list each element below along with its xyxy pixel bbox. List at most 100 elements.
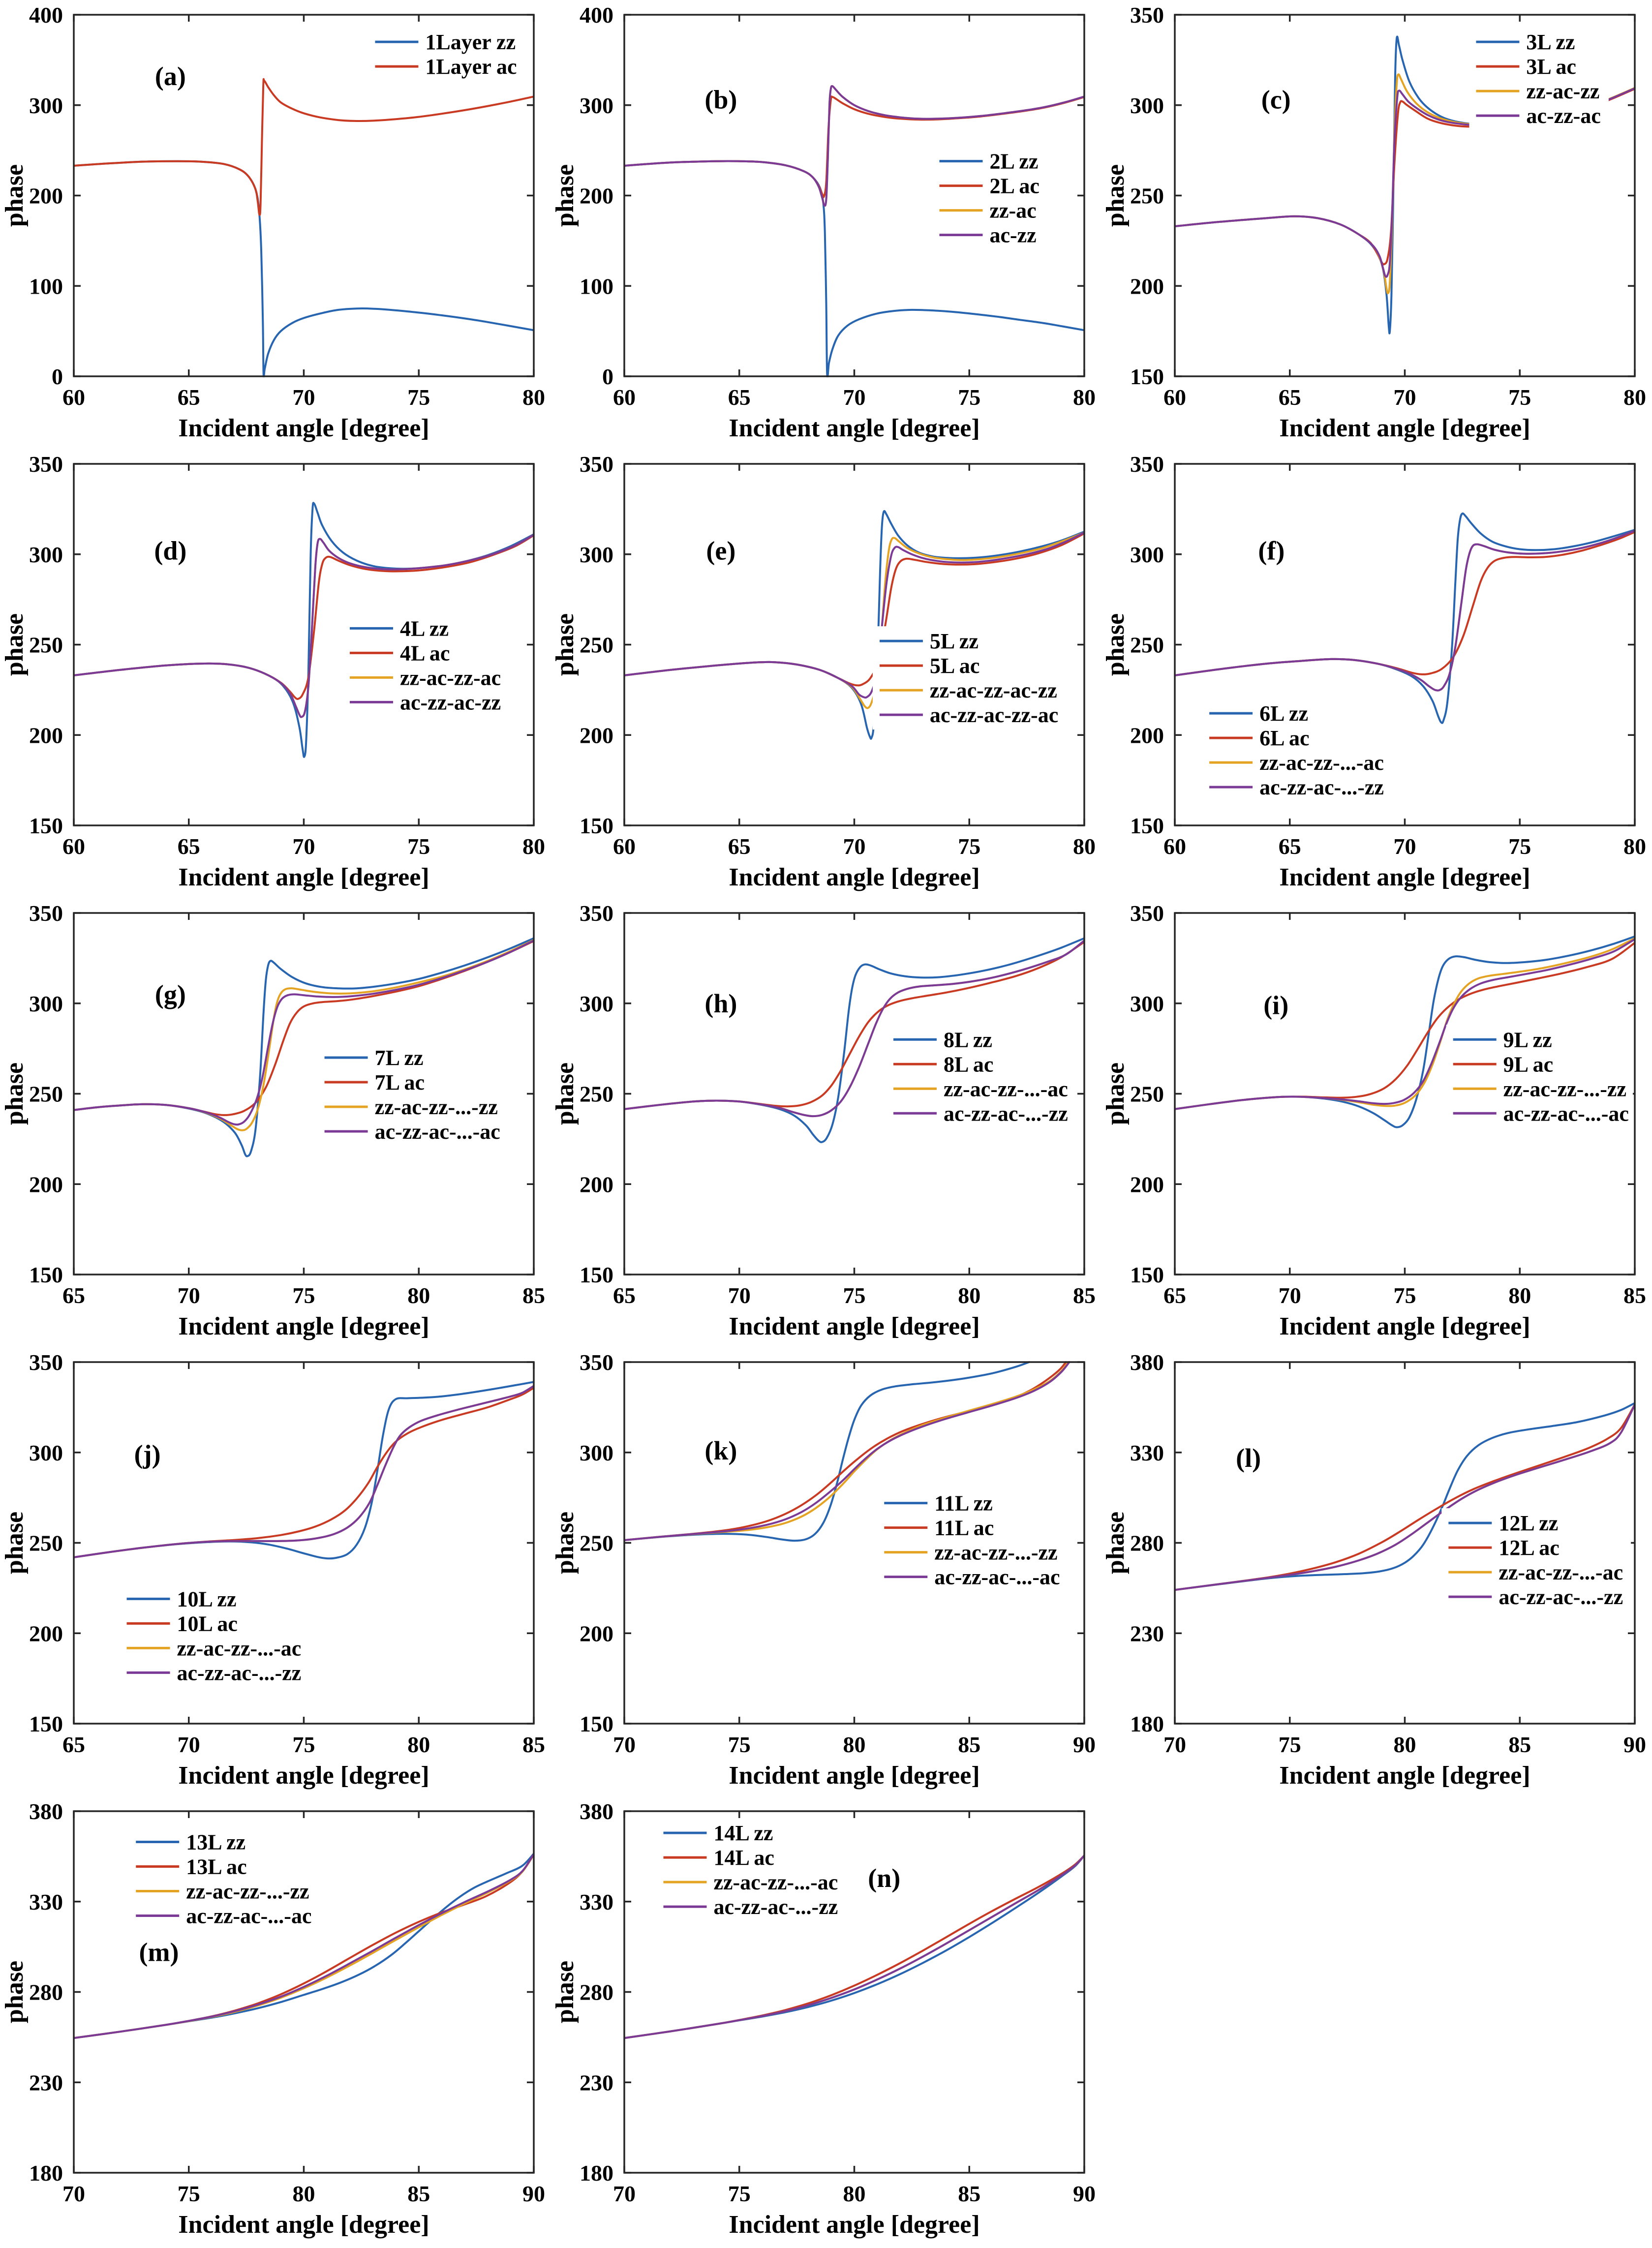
y-axis-label: phase <box>551 1512 579 1574</box>
x-tick-label: 75 <box>843 1283 866 1308</box>
panel-letter: (c) <box>1261 85 1291 115</box>
panel-letter: (h) <box>704 989 737 1018</box>
y-tick-label: 230 <box>580 2070 613 2095</box>
legend-label: zz-ac-zz-ac <box>400 666 501 690</box>
x-axis-label: Incident angle [degree] <box>729 414 979 442</box>
panel-letter: (m) <box>139 1938 179 1967</box>
series-line-1layer-ac <box>74 78 534 216</box>
legend-background <box>1441 1508 1631 1612</box>
y-tick-label: 380 <box>1130 1350 1164 1375</box>
legend-label: 10L zz <box>177 1587 237 1611</box>
y-tick-label: 350 <box>580 1350 613 1375</box>
x-tick-label: 65 <box>728 385 751 410</box>
x-tick-label: 80 <box>293 2181 315 2206</box>
y-axis-label: phase <box>0 613 29 676</box>
panel-letter: (e) <box>706 536 735 565</box>
legend-label: ac-zz-ac-...-zz <box>177 1661 302 1685</box>
y-tick-label: 300 <box>29 93 63 118</box>
plot-area <box>74 1853 534 2039</box>
x-axis-label: Incident angle [degree] <box>178 1762 429 1790</box>
y-tick-label: 250 <box>580 1531 613 1556</box>
y-tick-label: 150 <box>29 1262 63 1287</box>
legend-background <box>317 1043 508 1146</box>
x-tick-label: 65 <box>62 1283 85 1308</box>
x-tick-label: 80 <box>1623 385 1646 410</box>
x-tick-label: 80 <box>522 834 545 859</box>
legend-label: 14L zz <box>713 1821 773 1845</box>
y-tick-label: 230 <box>29 2070 63 2095</box>
y-axis-label: phase <box>0 1063 29 1125</box>
y-tick-label: 400 <box>580 2 613 28</box>
legend-label: 9L ac <box>1503 1052 1553 1076</box>
legend-label: 9L zz <box>1503 1028 1552 1052</box>
y-axis-label: phase <box>0 1512 29 1574</box>
x-tick-label: 65 <box>1279 385 1301 410</box>
panel-letter: (g) <box>155 979 186 1009</box>
plot-area <box>624 85 1084 377</box>
y-tick-label: 180 <box>29 2160 63 2186</box>
x-tick-label: 75 <box>1394 1283 1416 1308</box>
legend-label: 7L zz <box>375 1046 424 1070</box>
y-tick-label: 300 <box>29 542 63 567</box>
y-tick-label: 300 <box>580 93 613 118</box>
plot-area <box>1175 512 1635 724</box>
legend-label: ac-zz-ac-...-ac <box>186 1904 311 1928</box>
series-line-ac-zz-ac-zz <box>74 534 534 718</box>
legend-label: 7L ac <box>375 1070 425 1094</box>
panel-f: 60 65 70 75 80 150 200 250 300 350 Incident angle … <box>1101 449 1652 898</box>
plot-area <box>74 937 534 1157</box>
x-axis-label: Incident angle [degree] <box>178 1312 429 1340</box>
legend-label: 5L ac <box>930 654 979 678</box>
x-tick-label: 80 <box>843 2181 866 2206</box>
y-tick-label: 0 <box>602 364 613 389</box>
panel-e: 60 65 70 75 80 150 200 250 300 350 Incident angle … <box>551 449 1101 898</box>
panel-c: 60 65 70 75 80 150 200 250 300 350 Incident angle … <box>1101 0 1652 449</box>
x-tick-label: 80 <box>1073 385 1096 410</box>
legend-label: 12L ac <box>1499 1536 1559 1560</box>
y-tick-label: 200 <box>580 1172 613 1197</box>
y-tick-label: 200 <box>29 183 63 209</box>
plot-area <box>624 510 1084 740</box>
legend-background <box>1469 27 1609 131</box>
y-tick-label: 200 <box>29 723 63 748</box>
legend-label: 3L zz <box>1526 30 1575 54</box>
y-axis-label: phase <box>551 1063 579 1125</box>
legend-label: zz-ac-zz-...-ac <box>1259 751 1384 775</box>
y-tick-label: 300 <box>1130 542 1164 567</box>
y-tick-label: 150 <box>580 1262 613 1287</box>
x-tick-label: 90 <box>522 2181 545 2206</box>
legend-background <box>872 626 1067 730</box>
y-tick-label: 150 <box>29 813 63 838</box>
y-axis-label: phase <box>0 164 29 227</box>
y-axis-label: phase <box>0 1961 29 2023</box>
y-tick-label: 400 <box>29 2 63 28</box>
legend-label: zz-ac-zz-...-zz <box>375 1095 498 1119</box>
y-tick-label: 200 <box>1130 723 1164 748</box>
x-tick-label: 65 <box>1163 1283 1186 1308</box>
y-axis-label: phase <box>551 164 579 227</box>
y-axis-label: phase <box>1101 1063 1130 1125</box>
x-tick-label: 80 <box>1508 1283 1531 1308</box>
panel-letter: (n) <box>868 1863 900 1893</box>
panel-letter: (b) <box>704 85 737 115</box>
legend-label: ac-zz <box>989 223 1036 247</box>
plot-area <box>74 502 534 758</box>
legend-label: 12L zz <box>1499 1511 1558 1535</box>
x-axis-label: Incident angle [degree] <box>178 863 429 891</box>
legend-background <box>343 613 509 717</box>
y-tick-label: 250 <box>580 1082 613 1107</box>
panel-a: 60 65 70 75 80 0 100 200 300 400 Incident angle [d… <box>0 0 551 449</box>
x-tick-label: 90 <box>1073 2181 1096 2206</box>
x-tick-label: 60 <box>613 385 636 410</box>
series-line-zz-ac-zz-zz <box>624 1361 1070 1541</box>
x-tick-label: 80 <box>1394 1732 1416 1757</box>
legend-label: zz-ac <box>989 199 1036 223</box>
x-axis-label: Incident angle [degree] <box>1279 1312 1530 1340</box>
panel-k: 70 75 80 85 90 150 200 250 300 350 Incident angle … <box>551 1347 1101 1796</box>
panel-letter: (f) <box>1258 536 1285 565</box>
y-tick-label: 280 <box>29 1980 63 2005</box>
